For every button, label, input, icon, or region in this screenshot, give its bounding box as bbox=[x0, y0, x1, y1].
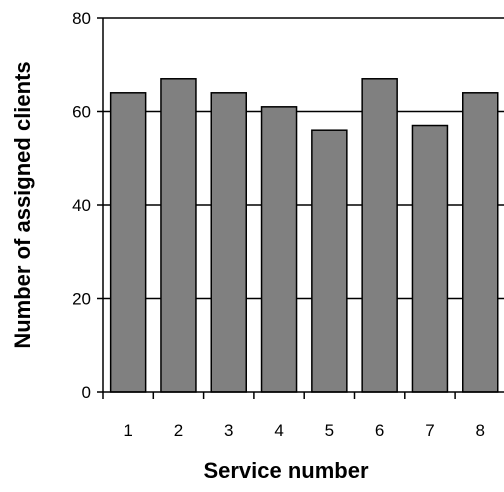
x-tick-label: 7 bbox=[425, 421, 434, 440]
x-axis-title: Service number bbox=[203, 458, 369, 483]
bar bbox=[462, 92, 499, 393]
y-tick-label: 60 bbox=[72, 103, 91, 122]
x-tick-label: 6 bbox=[375, 421, 384, 440]
bars bbox=[109, 78, 499, 393]
bar bbox=[361, 78, 398, 393]
y-tick-label: 0 bbox=[82, 383, 91, 402]
y-axis-title: Number of assigned clients bbox=[10, 61, 35, 348]
axes bbox=[97, 17, 504, 399]
tick-labels: 0 20 40 60 80 1 2 3 4 5 6 7 8 bbox=[72, 9, 485, 440]
y-tick-label: 80 bbox=[72, 9, 91, 28]
x-tick-label: 4 bbox=[274, 421, 283, 440]
x-tick-label: 3 bbox=[224, 421, 233, 440]
bar bbox=[109, 92, 147, 393]
bar bbox=[411, 124, 449, 393]
bar bbox=[160, 78, 197, 393]
x-tick-label: 5 bbox=[325, 421, 334, 440]
bar bbox=[210, 92, 247, 393]
x-tick-label: 8 bbox=[476, 421, 485, 440]
y-tick-label: 20 bbox=[72, 290, 91, 309]
bar bbox=[260, 106, 298, 393]
x-tick-label: 2 bbox=[174, 421, 183, 440]
y-tick-label: 40 bbox=[72, 196, 91, 215]
x-tick-label: 1 bbox=[123, 421, 132, 440]
bar bbox=[311, 129, 348, 393]
